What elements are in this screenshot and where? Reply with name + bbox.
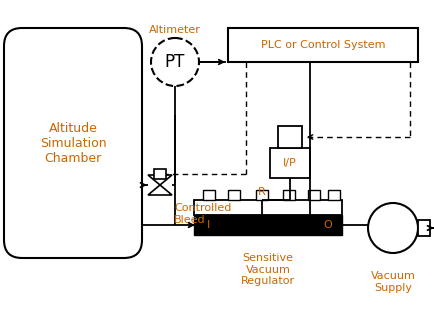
FancyBboxPatch shape — [4, 28, 142, 258]
Bar — [283, 190, 295, 200]
Bar — [194, 200, 342, 215]
Text: Altimeter: Altimeter — [149, 25, 201, 35]
Text: Altitude
Simulation
Chamber: Altitude Simulation Chamber — [39, 121, 106, 164]
Bar — [278, 126, 302, 148]
Text: Controlled
Bleed: Controlled Bleed — [174, 203, 231, 225]
Bar — [194, 215, 342, 235]
Text: I: I — [207, 220, 210, 230]
Text: Sensitive
Vacuum
Regulator: Sensitive Vacuum Regulator — [241, 253, 295, 286]
Text: O: O — [324, 220, 332, 230]
Text: PLC or Control System: PLC or Control System — [261, 40, 385, 50]
Bar — [228, 190, 240, 200]
Text: R: R — [258, 187, 266, 197]
Text: PT: PT — [165, 53, 185, 71]
Bar — [328, 190, 340, 200]
Bar — [270, 148, 310, 178]
Text: I/P: I/P — [283, 158, 297, 168]
Bar — [418, 220, 430, 236]
Bar — [154, 169, 166, 179]
Bar — [203, 190, 215, 200]
Bar — [228, 28, 418, 62]
Bar — [256, 190, 268, 200]
Text: Vacuum
Supply: Vacuum Supply — [371, 271, 415, 293]
Bar — [308, 190, 320, 200]
